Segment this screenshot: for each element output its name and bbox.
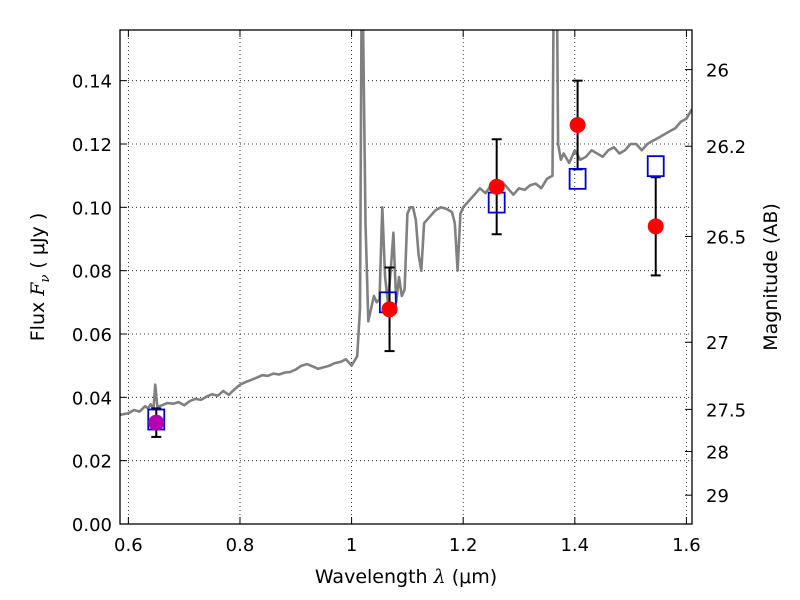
plot-area [120,30,692,438]
y-tick-label: 0.06 [72,325,112,346]
x-tick-label: 0.8 [226,535,255,556]
model-spectrum-line [120,30,692,417]
y-tick-label: 0.14 [72,72,112,93]
x-tick-label: 1.2 [449,535,478,556]
y-axis-label: Flux Fν ( μJy ) [27,213,53,342]
y-tick-label: 0.02 [72,452,112,473]
tick-labels: 0.6 0.8 1 1.2 1.4 1.6 0.00 0.02 0.04 0.06 0.08 0.10… [72,61,746,556]
y2-tick-label: 26 [706,61,729,82]
y-tick-label: 0.00 [72,515,112,536]
observed-flux-point [488,178,505,195]
x-tick-label: 1 [346,535,357,556]
x-tick-label: 1.6 [672,535,701,556]
y2-tick-label: 27.5 [706,400,746,421]
observed-flux-point [569,117,586,133]
grid [120,30,692,524]
y-tick-label: 0.12 [72,135,112,156]
plot-content [120,30,692,438]
model-photometry-square [568,167,587,190]
y2-tick-label: 28 [706,442,729,463]
observed-flux-point [381,301,398,318]
observed-flux-point [647,218,664,235]
model-photometry-square [646,155,665,178]
y-tick-label: 0.08 [72,262,112,283]
y2-tick-label: 26.2 [706,137,746,158]
y-tick-label: 0.10 [72,198,112,219]
x-tick-label: 1.4 [560,535,589,556]
ticks [120,30,692,525]
plot-frame [119,29,693,525]
y2-tick-label: 27 [706,333,729,354]
y2-axis-label: Magnitude (AB) [760,203,782,351]
y2-tick-label: 29 [706,486,729,507]
x-axis-label: Wavelength λ (μm) [315,566,497,588]
y2-tick-label: 26.5 [706,227,746,248]
y-tick-label: 0.04 [72,388,112,409]
x-tick-label: 0.6 [114,535,143,556]
observed-flux-point [148,414,165,431]
